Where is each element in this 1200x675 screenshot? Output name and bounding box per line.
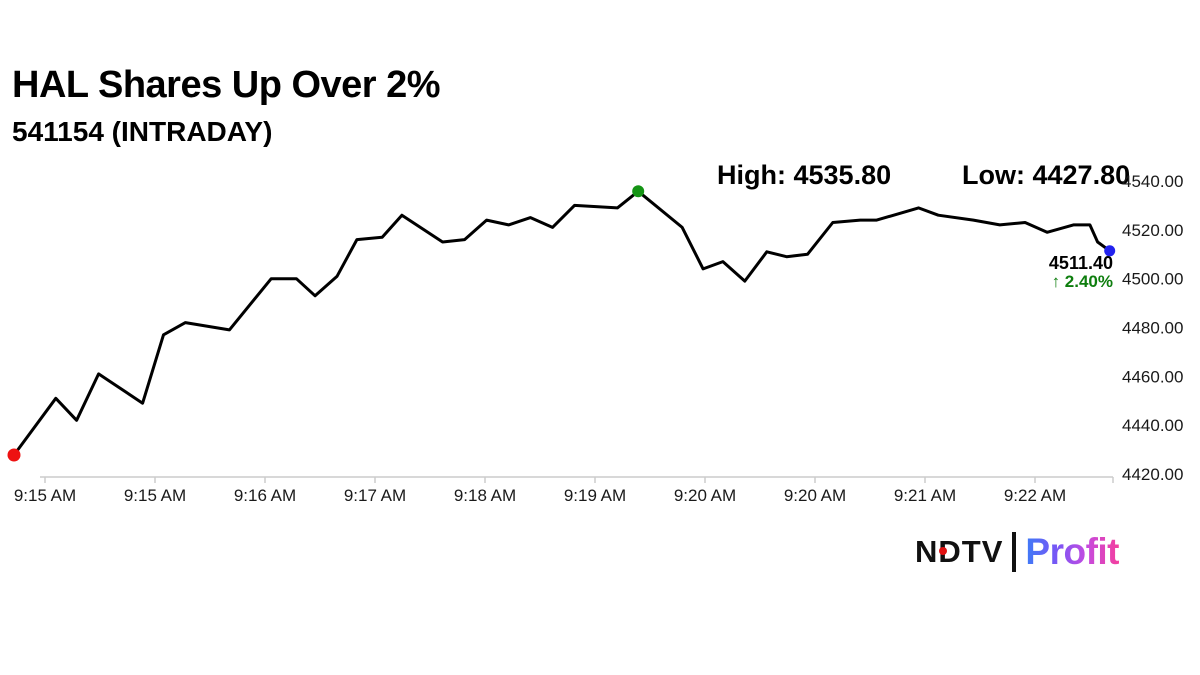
ndtv-text: NDTV bbox=[915, 534, 1004, 569]
high-stat: High: 4535.80 bbox=[717, 160, 891, 191]
x-tick-label: 9:17 AM bbox=[344, 486, 406, 505]
session-high-marker bbox=[632, 185, 645, 198]
x-axis-labels: 9:15 AM 9:15 AM 9:16 AM 9:17 AM 9:18 AM 9:19 … bbox=[14, 486, 1066, 505]
x-tick-label: 9:15 AM bbox=[124, 486, 186, 505]
low-stat-label: Low: bbox=[962, 160, 1025, 190]
y-tick-label: 4540.00 bbox=[1122, 172, 1183, 191]
price-markers bbox=[7, 185, 1116, 462]
price-line-group bbox=[12, 189, 1112, 457]
page-title: HAL Shares Up Over 2% bbox=[12, 64, 441, 106]
x-tick-label: 9:15 AM bbox=[14, 486, 76, 505]
profit-wordmark: Profit bbox=[1025, 531, 1119, 572]
high-stat-label: High: bbox=[717, 160, 786, 190]
session-start-marker bbox=[7, 448, 21, 462]
x-axis bbox=[40, 476, 1114, 483]
low-stat: Low: 4427.80 bbox=[962, 160, 1130, 191]
x-tick-label: 9:19 AM bbox=[564, 486, 626, 505]
logo-separator-bar bbox=[1012, 532, 1017, 572]
page-subtitle: 541154 (INTRADAY) bbox=[12, 116, 273, 147]
up-arrow-icon: ↑ bbox=[1051, 272, 1061, 291]
ndtv-wordmark: NDTV bbox=[915, 534, 1003, 570]
y-tick-label: 4500.00 bbox=[1122, 270, 1183, 289]
y-tick-label: 4520.00 bbox=[1122, 221, 1183, 240]
y-tick-label: 4420.00 bbox=[1122, 465, 1183, 484]
low-stat-value: 4427.80 bbox=[1032, 160, 1131, 190]
last-price-label: 4511.40 bbox=[1048, 253, 1113, 273]
x-tick-label: 9:20 AM bbox=[674, 486, 736, 505]
x-tick-label: 9:20 AM bbox=[784, 486, 846, 505]
x-tick-label: 9:22 AM bbox=[1004, 486, 1066, 505]
high-stat-value: 4535.80 bbox=[793, 160, 892, 190]
y-tick-label: 4440.00 bbox=[1122, 416, 1183, 435]
x-tick-label: 9:21 AM bbox=[894, 486, 956, 505]
price-line bbox=[12, 189, 1112, 457]
x-tick-label: 9:16 AM bbox=[234, 486, 296, 505]
change-percent-value: 2.40% bbox=[1064, 272, 1113, 291]
latest-price-marker bbox=[1104, 245, 1116, 257]
change-percent-label: ↑ 2.40% bbox=[1052, 272, 1113, 292]
x-tick-label: 9:18 AM bbox=[454, 486, 516, 505]
ndtv-profit-logo: NDTV Profit bbox=[915, 531, 1119, 573]
y-axis-labels: 4540.00 4520.00 4500.00 4480.00 4460.00 4440.… bbox=[1122, 172, 1183, 484]
y-tick-label: 4480.00 bbox=[1122, 319, 1183, 338]
y-tick-label: 4460.00 bbox=[1122, 367, 1183, 386]
ndtv-red-dot-icon bbox=[939, 547, 947, 555]
